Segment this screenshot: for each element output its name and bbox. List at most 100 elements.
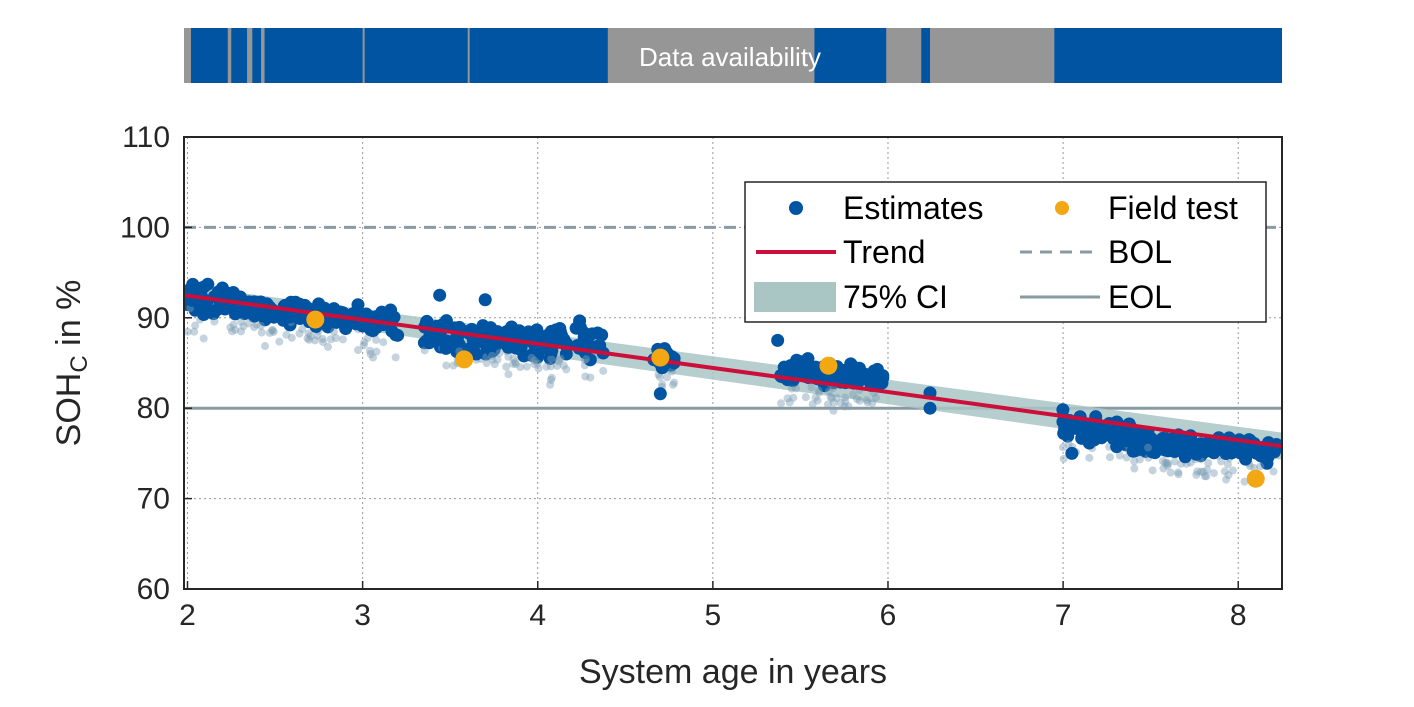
estimate-halo-point xyxy=(655,373,664,382)
estimate-halo-point xyxy=(326,335,335,344)
estimate-halo-point xyxy=(199,334,208,343)
legend: Estimates Field test Trend BOL 75% CI EO… xyxy=(744,181,1267,323)
estimate-halo-point xyxy=(1222,475,1231,484)
estimate-halo-point xyxy=(282,330,291,339)
estimate-halo-point xyxy=(269,327,278,336)
y-axis-label: SOHC in % xyxy=(50,280,93,447)
estimate-point xyxy=(1182,436,1196,450)
estimate-halo-point xyxy=(853,394,862,403)
estimate-halo-point xyxy=(667,367,676,376)
estimate-halo-point xyxy=(338,335,347,344)
estimate-point xyxy=(853,369,867,383)
x-tick-label: 2 xyxy=(179,599,196,632)
estimate-halo-point xyxy=(354,346,363,355)
y-tick-label: 80 xyxy=(137,392,170,425)
estimate-halo-point xyxy=(1199,467,1208,476)
estimate-halo-point xyxy=(785,398,794,407)
trend-series xyxy=(184,293,1282,449)
estimate-point xyxy=(864,374,878,388)
estimate-halo-point xyxy=(257,328,266,337)
estimate-halo-point xyxy=(1085,453,1094,462)
y-tick-label: 100 xyxy=(120,211,170,244)
availability-gap xyxy=(467,28,470,83)
estimate-point xyxy=(386,311,400,325)
estimate-halo-point xyxy=(1202,472,1211,481)
estimate-point xyxy=(476,319,490,333)
estimate-halo-point xyxy=(871,393,880,402)
estimate-halo-point xyxy=(553,361,562,370)
estimate-halo-point xyxy=(1144,443,1153,452)
estimate-halo-point xyxy=(533,359,542,368)
estimate-halo-point xyxy=(268,326,277,335)
estimate-halo-point xyxy=(527,353,536,362)
estimate-halo-point xyxy=(530,356,539,365)
estimate-halo-point xyxy=(1059,454,1068,463)
estimate-point xyxy=(1068,419,1082,433)
estimate-point xyxy=(199,301,213,315)
estimate-halo-point xyxy=(190,327,199,336)
estimate-halo-point xyxy=(1164,459,1173,468)
estimate-point xyxy=(1096,420,1110,434)
estimate-halo-point xyxy=(599,366,608,375)
estimate-halo-point xyxy=(210,317,219,326)
estimate-halo-point xyxy=(504,370,513,379)
estimate-halo-point xyxy=(855,396,864,405)
field-test-point xyxy=(455,350,474,369)
estimate-point xyxy=(1232,439,1246,453)
estimate-halo-point xyxy=(1256,462,1265,471)
estimate-point xyxy=(1171,442,1185,456)
estimate-halo-point xyxy=(516,363,525,372)
estimate-halo-point xyxy=(244,319,253,328)
estimate-halo-point xyxy=(670,378,679,387)
x-tick-label: 6 xyxy=(880,599,897,632)
estimate-halo-point xyxy=(832,393,841,402)
estimate-point xyxy=(1157,443,1171,457)
estimate-halo-point xyxy=(546,380,555,389)
availability-gap xyxy=(261,28,265,83)
estimate-halo-point xyxy=(546,362,555,371)
estimate-halo-point xyxy=(318,338,327,347)
estimate-point xyxy=(1146,445,1160,459)
field-test-series xyxy=(306,310,1265,488)
estimate-halo-point xyxy=(868,399,877,408)
y-tick-label: 60 xyxy=(137,573,170,606)
estimate-point xyxy=(217,286,231,300)
estimate-halo-point xyxy=(226,323,235,332)
estimate-halo-point xyxy=(482,359,491,368)
estimate-halo-point xyxy=(228,327,237,336)
estimate-point xyxy=(573,320,587,334)
estimate-halo-point xyxy=(295,329,304,338)
estimate-halo-point xyxy=(311,336,320,345)
estimate-halo-point xyxy=(287,333,296,342)
estimate-halo-point xyxy=(1193,467,1202,476)
estimate-halo-point xyxy=(1159,464,1168,473)
estimate-point xyxy=(1239,452,1253,466)
estimate-halo-point xyxy=(792,384,801,393)
estimate-halo-point xyxy=(511,359,520,368)
legend-field-test-marker xyxy=(1055,201,1069,215)
axes-box xyxy=(183,136,1283,590)
estimate-halo-point xyxy=(329,327,338,336)
x-tick-label: 3 xyxy=(354,599,371,632)
estimate-halo-point xyxy=(495,349,504,358)
estimate-halo-point xyxy=(801,393,810,402)
estimate-point xyxy=(842,366,856,380)
estimate-point xyxy=(487,343,501,357)
availability-gap xyxy=(930,28,1055,83)
estimate-point xyxy=(1061,429,1075,443)
estimate-halo-point xyxy=(372,347,381,356)
estimate-halo-point xyxy=(556,354,565,363)
estimate-halo-point xyxy=(534,364,543,373)
estimate-halo-point xyxy=(1240,477,1249,486)
estimate-halo-point xyxy=(1158,457,1167,466)
field-test-point xyxy=(651,348,670,367)
estimate-halo-point xyxy=(829,406,838,415)
estimate-halo-point xyxy=(783,394,792,403)
estimate-point xyxy=(210,303,224,317)
estimate-halo-point xyxy=(318,334,327,343)
estimate-halo-point xyxy=(1228,466,1237,475)
x-axis-label: System age in years xyxy=(579,653,887,691)
estimate-halo-point xyxy=(1196,467,1205,476)
estimate-halo-point xyxy=(379,338,388,347)
